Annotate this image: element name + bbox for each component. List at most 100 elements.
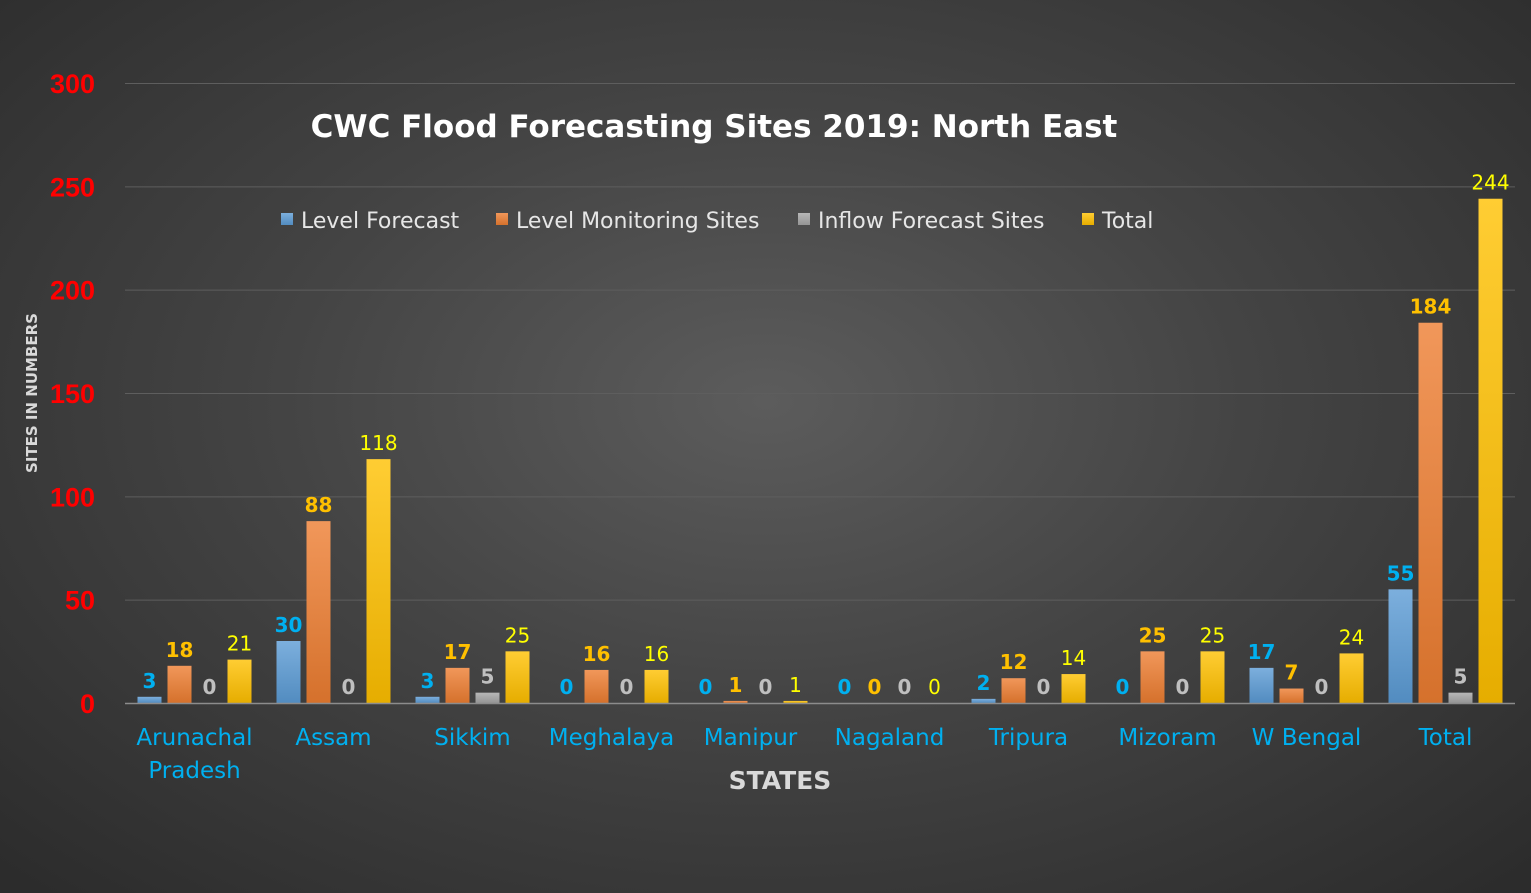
bars (137, 198, 1503, 703)
data-label: 16 (644, 642, 669, 666)
bar (306, 521, 331, 703)
data-label: 3 (421, 669, 435, 693)
data-label: 0 (1176, 675, 1190, 699)
bar (1140, 651, 1165, 703)
y-tick-label: 300 (50, 69, 95, 99)
data-label: 14 (1061, 646, 1086, 670)
data-label: 0 (928, 675, 941, 699)
data-label: 25 (505, 623, 530, 647)
bar (1418, 322, 1443, 703)
data-label: 0 (203, 675, 217, 699)
data-label: 16 (583, 642, 611, 666)
bar (1279, 688, 1304, 703)
legend-swatch (798, 213, 810, 225)
data-label: 0 (699, 675, 713, 699)
bar (783, 700, 808, 703)
bar (1061, 674, 1086, 703)
legend-label: Total (1101, 209, 1153, 234)
bar (644, 669, 669, 703)
y-axis-ticks: 0 50 100 150 200 250 300 (50, 69, 95, 719)
data-label: 5 (1454, 665, 1468, 689)
data-label: 0 (759, 675, 773, 699)
data-label: 0 (620, 675, 634, 699)
data-label: 24 (1339, 625, 1364, 649)
data-label: 0 (342, 675, 356, 699)
x-tick-label: Manipur (704, 725, 798, 751)
data-label: 118 (359, 431, 397, 455)
data-label: 7 (1285, 661, 1299, 685)
bar (137, 696, 162, 703)
data-label: 88 (305, 493, 333, 517)
bar (1001, 678, 1026, 703)
data-label: 12 (1000, 650, 1028, 674)
y-tick-label: 200 (50, 276, 95, 306)
bar (723, 700, 748, 703)
legend-swatch (496, 213, 508, 225)
bar (1448, 692, 1473, 703)
data-label: 18 (166, 638, 194, 662)
data-label: 0 (868, 675, 882, 699)
bar (475, 692, 500, 703)
data-label: 1 (789, 673, 802, 697)
data-label: 1 (729, 673, 743, 697)
legend-swatch (1082, 213, 1094, 225)
data-label: 17 (444, 640, 472, 664)
data-label: 3 (143, 669, 157, 693)
bar (971, 698, 996, 703)
data-label: 25 (1139, 623, 1167, 647)
x-tick-label: Meghalaya (549, 725, 674, 751)
data-label: 0 (898, 675, 912, 699)
data-label: 0 (560, 675, 574, 699)
legend-item: Inflow Forecast Sites (798, 209, 1045, 234)
data-label: 21 (227, 632, 252, 656)
bar (1478, 198, 1503, 703)
legend-swatch (281, 213, 293, 225)
data-label: 2 (977, 671, 991, 695)
data-label: 0 (1116, 675, 1130, 699)
y-tick-label: 250 (50, 172, 95, 202)
data-label: 25 (1200, 623, 1225, 647)
x-tick-label: Tripura (988, 725, 1068, 751)
data-label: 0 (1037, 675, 1051, 699)
bar (584, 669, 609, 703)
legend-label: Inflow Forecast Sites (818, 209, 1045, 234)
bar (167, 665, 192, 703)
data-label: 244 (1471, 171, 1509, 195)
bar (1200, 651, 1225, 703)
legend: Level Forecast Level Monitoring Sites Infl… (281, 209, 1153, 234)
x-axis-ticks: Arunachal Pradesh Assam Sikkim Meghalaya Mani… (136, 725, 1472, 784)
bar (1249, 667, 1274, 703)
bar (1388, 589, 1413, 703)
legend-item: Level Monitoring Sites (496, 209, 759, 234)
y-tick-label: 150 (50, 379, 95, 409)
y-axis-label: SITES IN NUMBERS (23, 313, 41, 473)
bar (276, 641, 301, 703)
gridlines (125, 83, 1515, 601)
data-label: 5 (481, 665, 495, 689)
data-label: 30 (275, 613, 303, 637)
data-label: 0 (838, 675, 852, 699)
y-tick-label: 0 (80, 689, 95, 719)
x-tick-label: Mizoram (1118, 725, 1216, 751)
chart-title: CWC Flood Forecasting Sites 2019: North … (311, 109, 1118, 145)
bar (415, 696, 440, 703)
data-label: 0 (1315, 675, 1329, 699)
x-tick-label: Assam (295, 725, 371, 751)
bar (366, 459, 391, 703)
x-tick-label: Nagaland (835, 725, 945, 751)
x-tick-label: Arunachal Pradesh (136, 725, 252, 784)
legend-label: Level Monitoring Sites (516, 209, 759, 234)
y-tick-label: 100 (50, 482, 95, 512)
bar (445, 667, 470, 703)
legend-item: Level Forecast (281, 209, 460, 234)
data-label: 55 (1387, 561, 1415, 585)
legend-item: Total (1082, 209, 1153, 234)
bar (227, 659, 252, 703)
data-label: 17 (1248, 640, 1276, 664)
x-tick-label: Sikkim (434, 725, 510, 751)
bar (1339, 653, 1364, 703)
bar (505, 651, 530, 703)
y-tick-label: 50 (65, 586, 95, 616)
